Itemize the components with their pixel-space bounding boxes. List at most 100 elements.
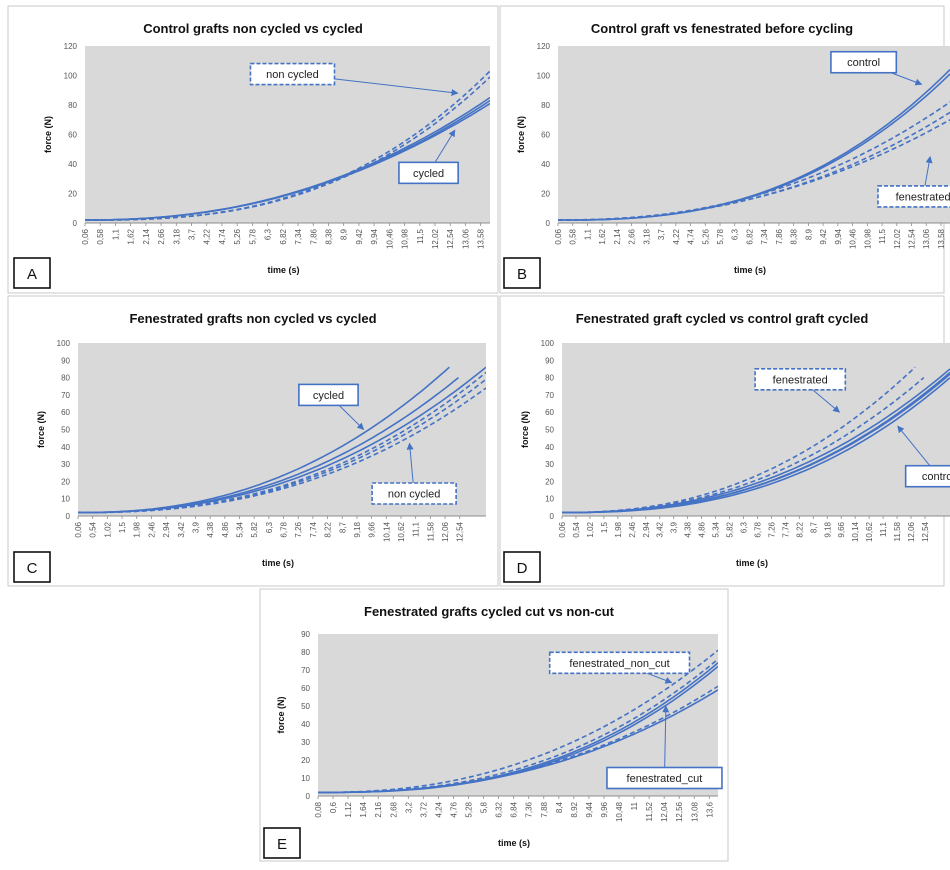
x-tick-label: 6,84 <box>510 801 519 817</box>
x-tick-label: 7,34 <box>294 228 303 244</box>
annotation-label: fenestrated_non_cut <box>569 658 669 670</box>
panel-letter-box <box>13 551 51 583</box>
annotation-label: non cycled <box>266 69 319 81</box>
annotation-label: control <box>922 471 950 483</box>
x-tick-label: 5,78 <box>248 228 257 244</box>
x-tick-label: 1,02 <box>586 521 595 537</box>
panel-letter: D <box>517 560 528 577</box>
x-tick-label: 8,7 <box>338 521 347 533</box>
x-tick-label: 1,1 <box>111 228 120 240</box>
y-tick-label: 60 <box>301 684 310 693</box>
x-tick-label: 4,86 <box>698 521 707 537</box>
y-tick-label: 80 <box>61 374 70 383</box>
panel-a: Control grafts non cycled vs cycled 0 20 40… <box>7 5 499 294</box>
annotation-arrow <box>924 155 933 187</box>
x-tick-label: 5,26 <box>233 228 242 244</box>
x-tick-label: 4,24 <box>434 801 443 817</box>
series-group <box>85 70 490 221</box>
x-tick-label: 12,54 <box>907 228 916 249</box>
x-tick-label: 6,3 <box>731 228 740 240</box>
x-tick-label: 9,94 <box>834 228 843 244</box>
y-tick-label: 30 <box>545 460 554 469</box>
x-tick-label: 8,22 <box>324 521 333 537</box>
x-tick-label: 9,42 <box>819 228 828 244</box>
x-tick-label: 6,32 <box>495 801 504 817</box>
y-tick-label: 40 <box>545 443 554 452</box>
x-tick-label: 8,9 <box>804 228 813 240</box>
x-tick-label: 13,58 <box>937 228 946 249</box>
annotation-box <box>606 766 723 790</box>
series-group <box>562 366 950 514</box>
x-tick-label: 2,66 <box>157 228 166 244</box>
y-tick-label: 10 <box>301 774 310 783</box>
x-tick-label: 2,46 <box>628 521 637 537</box>
x-tick-label: 1,64 <box>359 801 368 817</box>
y-tick-label: 100 <box>57 339 71 348</box>
x-tick-label: 0,58 <box>569 228 578 244</box>
panel-letter-box <box>13 257 51 289</box>
annotation-arrow <box>812 389 841 413</box>
x-tick-label: 2,14 <box>142 228 151 244</box>
annotation-box <box>830 50 898 74</box>
y-tick-label: 60 <box>541 131 550 140</box>
x-tick-label: 3,72 <box>419 801 428 817</box>
y-tick-label: 100 <box>541 339 555 348</box>
series-line-6 <box>562 376 950 514</box>
x-tick-label: 8,92 <box>570 801 579 817</box>
x-tick-label: 1,62 <box>598 228 607 244</box>
x-tick-label: 13,08 <box>690 801 699 822</box>
panel-letter: E <box>277 836 287 853</box>
y-tick-label: 60 <box>68 131 77 140</box>
x-tick-label: 4,76 <box>449 801 458 817</box>
series-group <box>318 649 718 794</box>
series-line-6 <box>318 685 718 794</box>
annotation-arrow <box>434 129 456 163</box>
x-tick-label: 0,08 <box>314 801 323 817</box>
series-group <box>558 69 950 221</box>
panel-letter: C <box>27 560 38 577</box>
annotation-label: fenestrated_cut <box>627 773 703 785</box>
x-tick-label: 7,36 <box>525 801 534 817</box>
y-axis-label: force (N) <box>520 411 530 448</box>
x-tick-label: 3,7 <box>657 228 666 240</box>
x-tick-label: 3,42 <box>177 521 186 537</box>
x-tick-label: 12,02 <box>431 228 440 249</box>
y-tick-label: 120 <box>64 42 78 51</box>
x-tick-label: 1,62 <box>127 228 136 244</box>
x-tick-label: 4,22 <box>203 228 212 244</box>
x-tick-label: 10,14 <box>382 521 391 542</box>
x-axis-label: time (s) <box>498 838 530 848</box>
y-tick-label: 10 <box>61 495 70 504</box>
annotation-arrow <box>334 78 459 96</box>
x-tick-label: 11,1 <box>412 521 421 537</box>
x-tick-label: 4,86 <box>221 521 230 537</box>
chart-title: Fenestrated graft cycled vs control graf… <box>576 311 869 326</box>
annotation-label: cycled <box>413 168 444 180</box>
x-tick-label: 12,56 <box>675 801 684 822</box>
x-tick-label: 4,22 <box>672 228 681 244</box>
y-tick-label: 50 <box>301 702 310 711</box>
x-tick-label: 7,88 <box>540 801 549 817</box>
y-tick-label: 70 <box>301 666 310 675</box>
x-tick-label: 9,96 <box>600 801 609 817</box>
x-tick-label: 1,98 <box>614 521 623 537</box>
x-tick-label: 12,06 <box>441 521 450 542</box>
x-tick-label: 1,12 <box>344 801 353 817</box>
annotation-arrow <box>897 425 931 467</box>
y-tick-label: 80 <box>541 101 550 110</box>
x-axis-label: time (s) <box>267 265 299 275</box>
x-tick-label: 11,1 <box>879 521 888 537</box>
y-tick-label: 120 <box>537 42 551 51</box>
y-tick-label: 80 <box>68 101 77 110</box>
y-tick-label: 40 <box>61 443 70 452</box>
x-tick-label: 2,66 <box>628 228 637 244</box>
y-tick-label: 60 <box>545 408 554 417</box>
x-tick-label: 10,48 <box>615 801 624 822</box>
y-tick-label: 30 <box>61 460 70 469</box>
annotation-arrow <box>890 72 923 86</box>
x-tick-label: 1,02 <box>103 521 112 537</box>
x-tick-label: 11,58 <box>893 521 902 541</box>
chart-title: Fenestrated grafts non cycled vs cycled <box>129 311 376 326</box>
y-tick-label: 0 <box>73 219 78 228</box>
